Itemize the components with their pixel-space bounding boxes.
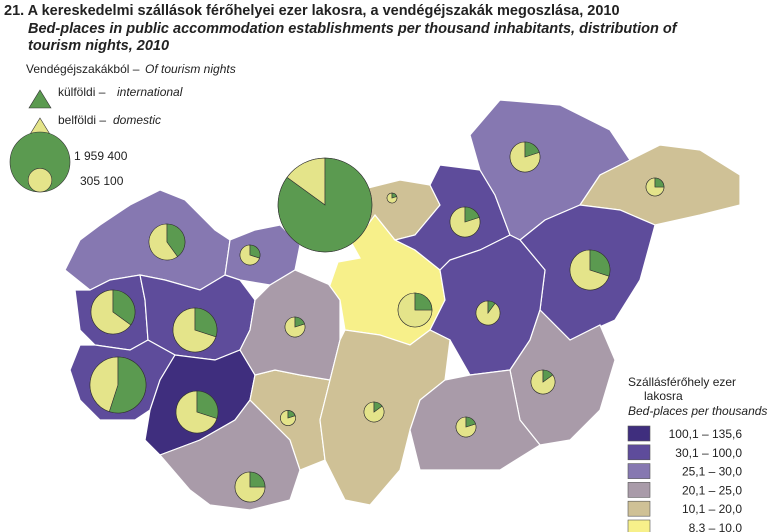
legend-size-label: 305 100 <box>80 174 124 188</box>
pie-slice-international <box>249 244 261 259</box>
subtitle: tourism nights, 2010 <box>28 38 169 54</box>
pie-slice-international <box>589 249 611 277</box>
pie-slice-domestic <box>645 177 665 197</box>
legend-swatch <box>627 463 651 479</box>
county <box>64 189 231 291</box>
legend-swatch <box>28 89 52 109</box>
pie-slice-international <box>487 300 496 314</box>
legend-label: 20,1 – 25,0 <box>682 483 742 497</box>
pie-slice-domestic <box>90 289 132 335</box>
title: 21. A kereskedelmi szállások férőhelyei … <box>4 3 620 19</box>
legend-title: Of tourism nights <box>145 62 236 76</box>
pie-slice-international <box>112 289 136 326</box>
legend-label: 100,1 – 135,6 <box>669 427 743 441</box>
legend-label: international <box>117 85 183 99</box>
legend-swatch <box>627 425 651 442</box>
legend-label: 25,1 – 30,0 <box>682 465 742 479</box>
pie-slice-domestic <box>280 410 296 426</box>
subtitle: Bed-places in public accommodation estab… <box>28 21 679 37</box>
legend-size-label: 1 959 400 <box>74 149 128 163</box>
legend-title: Szállásférőhely ezer <box>628 375 736 389</box>
pie-slice-international <box>108 356 147 414</box>
legend-title: Vendégéjszakákból – <box>26 62 140 76</box>
pie-slice-international <box>542 369 554 383</box>
pie-slice-international <box>166 223 186 257</box>
legend-swatch <box>627 482 651 498</box>
legend-label: 30,1 – 100,0 <box>675 446 742 460</box>
pie-slice-international <box>287 410 296 419</box>
legend-title: Bed-places per thousands <box>628 404 767 418</box>
legend-label: külföldi – <box>58 85 106 99</box>
pie-slice-domestic <box>234 471 266 503</box>
pie-slice-domestic <box>89 356 119 413</box>
pie-slice-international <box>464 206 480 223</box>
county <box>409 369 541 471</box>
pie-slice-domestic <box>569 249 610 291</box>
pie-slice-domestic <box>386 192 398 204</box>
pie-slice-domestic <box>148 223 178 261</box>
pies <box>89 141 665 503</box>
pie-slice-domestic <box>175 390 218 434</box>
pie-slice-international <box>277 157 373 253</box>
legend-title: lakosra <box>644 389 683 403</box>
legend-label: domestic <box>113 113 161 127</box>
legend-label: 8,3 – 10,0 <box>689 521 743 532</box>
legend-swatch <box>627 500 651 517</box>
pie-slice-international <box>465 416 476 428</box>
legend-label: 10,1 – 20,0 <box>682 502 742 516</box>
legend-size <box>27 168 53 193</box>
pie-slice-international <box>196 390 219 419</box>
pie-slice-international <box>294 316 305 328</box>
legend-label: belföldi – <box>58 113 106 127</box>
pie-slice-international <box>194 307 218 338</box>
pie-slice-international <box>373 401 383 413</box>
legend-swatch <box>627 444 651 461</box>
pie-slice-international <box>391 192 398 199</box>
pie-slice-international <box>654 177 665 188</box>
legend: Vendégéjszakákból – Of tourism nights Sz… <box>9 62 767 532</box>
pie-slice-international <box>414 292 433 311</box>
pie-slice-international <box>524 141 540 158</box>
pie-slice-domestic <box>172 307 217 353</box>
pie-slice-international <box>249 471 266 488</box>
legend-swatch <box>627 519 651 532</box>
